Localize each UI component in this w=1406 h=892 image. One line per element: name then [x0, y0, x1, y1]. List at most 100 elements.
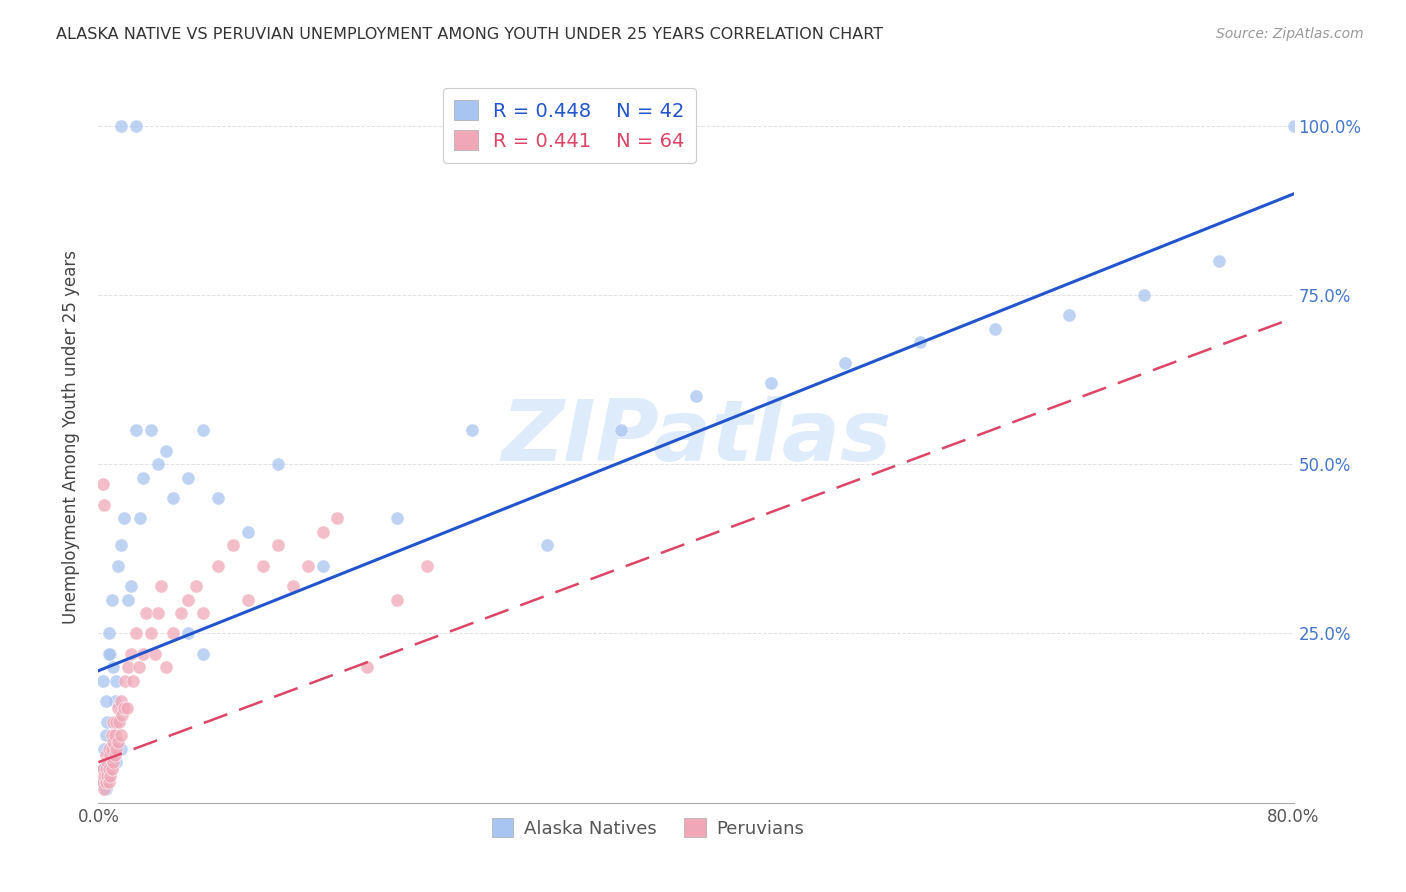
Point: [96, 755, 118, 769]
Point: [101, 592, 124, 607]
Point: [103, 714, 125, 729]
Point: [267, 538, 290, 552]
Point: [93, 741, 115, 756]
Point: [104, 728, 127, 742]
Point: [297, 558, 319, 573]
Text: Source: ZipAtlas.com: Source: ZipAtlas.com: [1216, 27, 1364, 41]
Point: [236, 524, 259, 539]
Point: [610, 423, 633, 437]
Point: [108, 714, 131, 729]
Text: ALASKA NATIVE VS PERUVIAN UNEMPLOYMENT AMONG YOUTH UNDER 25 YEARS CORRELATION CH: ALASKA NATIVE VS PERUVIAN UNEMPLOYMENT A…: [56, 27, 883, 42]
Point: [139, 423, 162, 437]
Point: [94, 748, 117, 763]
Point: [162, 626, 184, 640]
Point: [97, 647, 120, 661]
Point: [148, 606, 170, 620]
Point: [132, 471, 155, 485]
Point: [177, 626, 200, 640]
Point: [155, 443, 177, 458]
Point: [101, 741, 124, 756]
Point: [191, 606, 214, 620]
Point: [834, 355, 856, 369]
Point: [101, 762, 124, 776]
Point: [129, 511, 152, 525]
Point: [132, 647, 155, 661]
Point: [139, 626, 162, 640]
Point: [97, 741, 120, 756]
Point: [103, 748, 125, 763]
Y-axis label: Unemployment Among Youth under 25 years: Unemployment Among Youth under 25 years: [62, 250, 80, 624]
Point: [98, 647, 122, 661]
Point: [162, 491, 184, 505]
Point: [96, 769, 118, 783]
Point: [105, 714, 128, 729]
Point: [1208, 254, 1230, 268]
Point: [110, 119, 132, 133]
Point: [98, 741, 122, 756]
Point: [94, 762, 117, 776]
Point: [207, 558, 229, 573]
Point: [150, 579, 173, 593]
Point: [91, 775, 114, 789]
Point: [97, 626, 120, 640]
Point: [103, 660, 125, 674]
Point: [112, 701, 135, 715]
Point: [311, 558, 333, 573]
Point: [104, 694, 127, 708]
Point: [1133, 288, 1156, 302]
Point: [685, 389, 707, 403]
Point: [311, 524, 333, 539]
Point: [112, 511, 135, 525]
Point: [155, 660, 177, 674]
Point: [281, 579, 304, 593]
Point: [110, 728, 132, 742]
Point: [326, 511, 349, 525]
Point: [94, 782, 117, 797]
Point: [91, 673, 114, 688]
Point: [125, 626, 148, 640]
Point: [107, 558, 129, 573]
Point: [169, 606, 191, 620]
Point: [94, 694, 117, 708]
Point: [908, 335, 931, 350]
Point: [115, 701, 138, 715]
Point: [177, 592, 200, 607]
Point: [184, 579, 207, 593]
Point: [385, 592, 409, 607]
Point: [120, 647, 142, 661]
Point: [98, 748, 122, 763]
Point: [91, 762, 114, 776]
Point: [984, 322, 1007, 336]
Point: [1282, 119, 1305, 133]
Point: [114, 673, 136, 688]
Point: [97, 755, 120, 769]
Point: [103, 755, 125, 769]
Point: [135, 606, 157, 620]
Text: ZIPatlas: ZIPatlas: [501, 395, 891, 479]
Point: [110, 694, 132, 708]
Point: [104, 748, 127, 763]
Point: [117, 592, 139, 607]
Point: [93, 769, 115, 783]
Point: [236, 592, 259, 607]
Point: [267, 457, 290, 471]
Point: [177, 471, 200, 485]
Point: [93, 498, 115, 512]
Point: [107, 701, 129, 715]
Point: [759, 376, 782, 390]
Point: [91, 762, 114, 776]
Point: [91, 775, 114, 789]
Legend: Alaska Natives, Peruvians: Alaska Natives, Peruvians: [485, 811, 811, 845]
Point: [94, 728, 117, 742]
Point: [97, 762, 120, 776]
Point: [148, 457, 170, 471]
Point: [91, 477, 114, 491]
Point: [101, 728, 124, 742]
Point: [125, 423, 148, 437]
Point: [105, 741, 128, 756]
Point: [96, 769, 118, 783]
Point: [1059, 308, 1081, 322]
Point: [103, 735, 125, 749]
Point: [105, 673, 128, 688]
Point: [105, 755, 128, 769]
